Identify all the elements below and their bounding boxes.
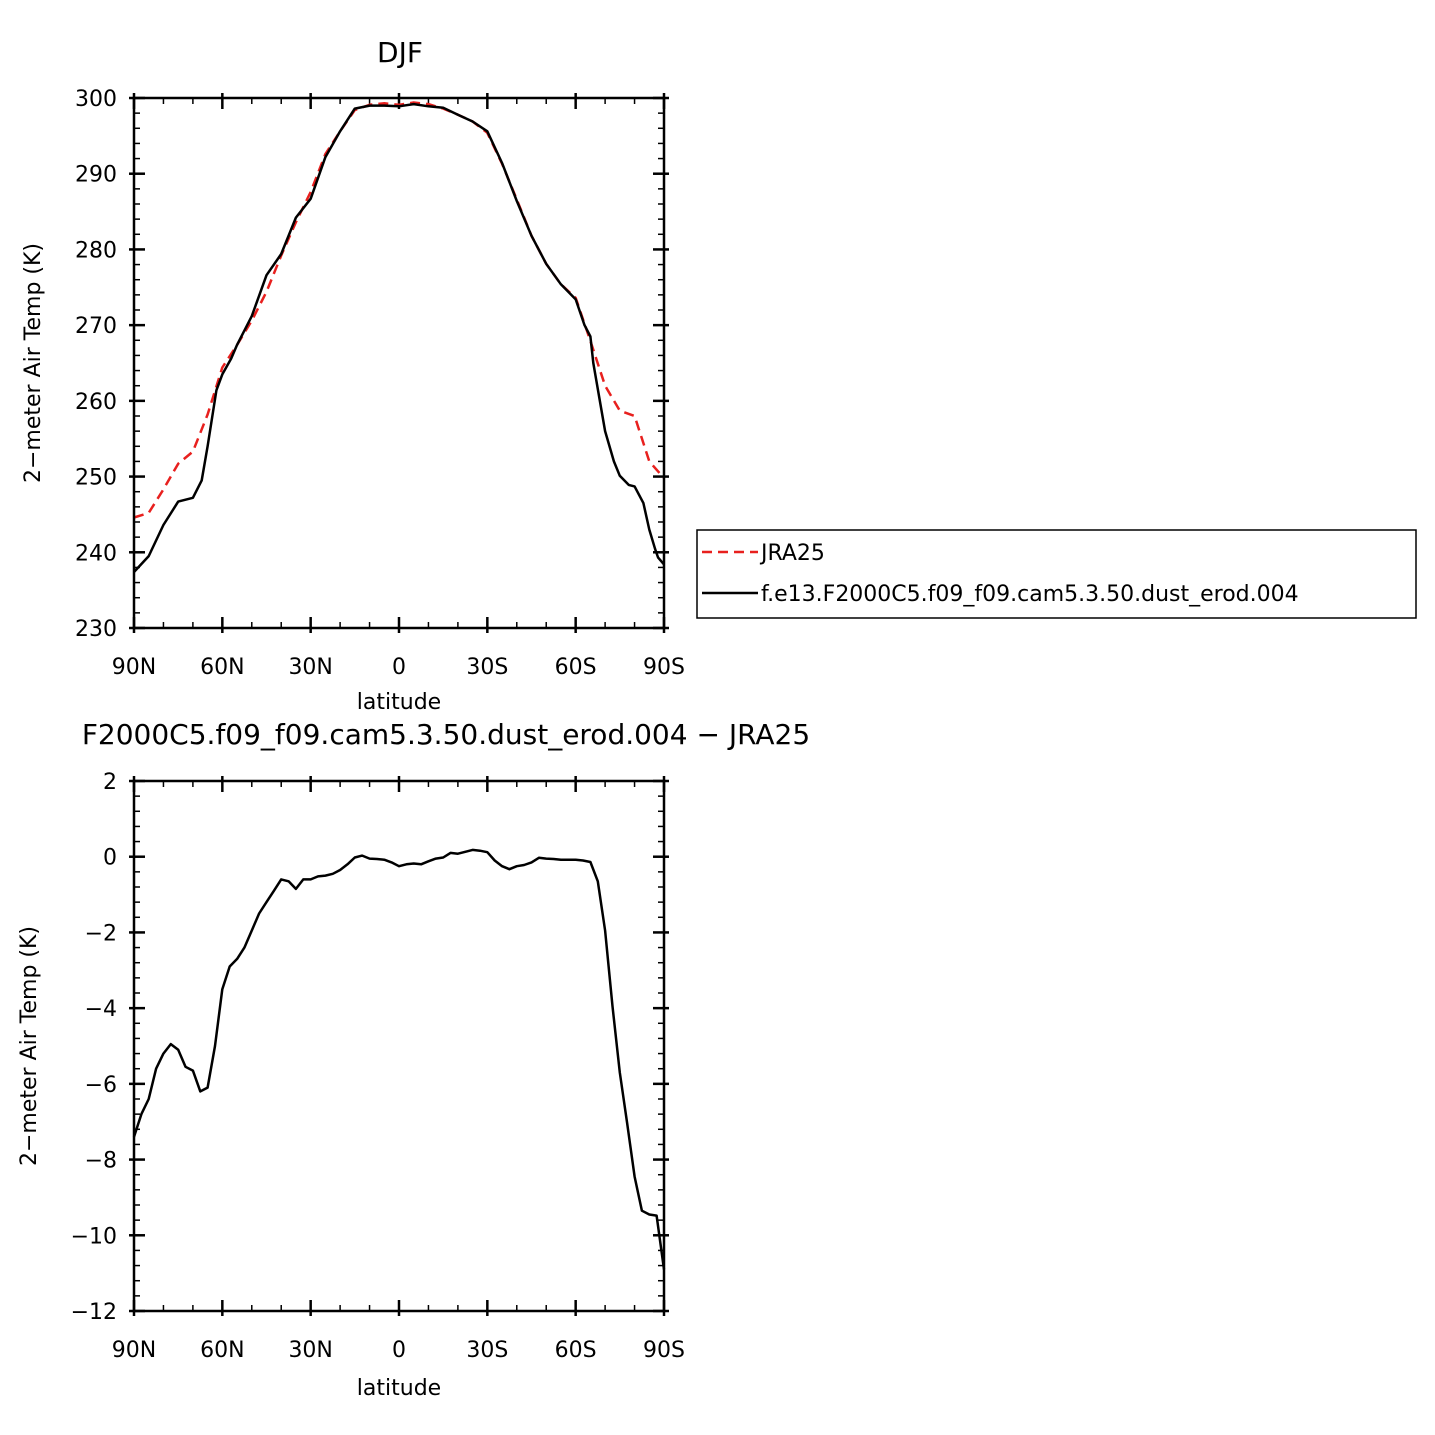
x-tick-label: 60S: [555, 655, 597, 680]
legend-label-jra25: JRA25: [759, 541, 825, 566]
bottom-y-tick-labels: −12 −10 −8 −6 −4 −2 0 2: [71, 770, 117, 1325]
y-tick-label: −4: [85, 997, 117, 1022]
y-tick-label: −12: [71, 1300, 117, 1325]
bottom-y-axis-title: 2−meter Air Temp (K): [17, 926, 42, 1166]
y-tick-label: 250: [75, 466, 117, 491]
y-tick-label: 290: [75, 163, 117, 188]
x-tick-label: 30N: [288, 655, 332, 680]
top-panel: DJF 230 240 250 260 270 280 290 300 90N 60N 30N 0 3…: [21, 36, 685, 715]
x-tick-label: 30N: [288, 1338, 332, 1363]
y-tick-label: 0: [103, 846, 117, 871]
x-tick-label: 0: [392, 1338, 406, 1363]
legend-label-model: f.e13.F2000C5.f09_f09.cam5.3.50.dust_ero…: [761, 582, 1299, 607]
top-minor-ticks: [133, 97, 665, 629]
series-line-1: [133, 102, 665, 573]
legend: JRA25 f.e13.F2000C5.f09_f09.cam5.3.50.du…: [696, 529, 1417, 619]
bottom-chart-title: F2000C5.f09_f09.cam5.3.50.dust_erod.004 …: [82, 718, 810, 751]
top-x-axis-title: latitude: [357, 690, 441, 715]
bottom-series-lines: [132, 848, 666, 1270]
y-tick-label: 270: [75, 314, 117, 339]
top-y-axis-title: 2−meter Air Temp (K): [21, 243, 46, 483]
y-tick-label: 230: [75, 617, 117, 642]
y-tick-label: −6: [85, 1073, 117, 1098]
series-line-0: [133, 101, 665, 519]
top-x-tick-labels: 90N 60N 30N 0 30S 60S 90S: [112, 655, 685, 680]
top-plot-frame: [132, 96, 666, 630]
x-tick-label: 30S: [466, 1338, 508, 1363]
y-tick-label: −10: [71, 1224, 117, 1249]
x-tick-label: 60N: [200, 655, 244, 680]
y-tick-label: 260: [75, 390, 117, 415]
bottom-plot-frame: [132, 779, 666, 1313]
x-tick-label: 90N: [112, 1338, 156, 1363]
y-tick-label: −8: [85, 1149, 117, 1174]
x-tick-label: 30S: [466, 655, 508, 680]
series-line-0: [132, 848, 666, 1270]
bottom-major-ticks: [129, 776, 669, 1316]
x-tick-label: 0: [392, 655, 406, 680]
bottom-x-axis-title: latitude: [357, 1376, 441, 1401]
x-tick-label: 60S: [555, 1338, 597, 1363]
bottom-panel: F2000C5.f09_f09.cam5.3.50.dust_erod.004 …: [17, 718, 810, 1401]
x-tick-label: 60N: [200, 1338, 244, 1363]
top-series-lines: [133, 101, 665, 573]
y-tick-label: 240: [75, 541, 117, 566]
y-tick-label: 2: [103, 770, 117, 795]
y-tick-label: 280: [75, 238, 117, 263]
top-chart-title: DJF: [377, 36, 423, 69]
bottom-x-tick-labels: 90N 60N 30N 0 30S 60S 90S: [112, 1338, 685, 1363]
x-tick-label: 90N: [112, 655, 156, 680]
top-major-ticks: [129, 93, 669, 633]
y-tick-label: 300: [75, 87, 117, 112]
x-tick-label: 90S: [643, 655, 685, 680]
x-tick-label: 90S: [643, 1338, 685, 1363]
legend-box: [696, 529, 1417, 619]
top-y-tick-labels: 230 240 250 260 270 280 290 300: [75, 87, 117, 642]
y-tick-label: −2: [85, 921, 117, 946]
